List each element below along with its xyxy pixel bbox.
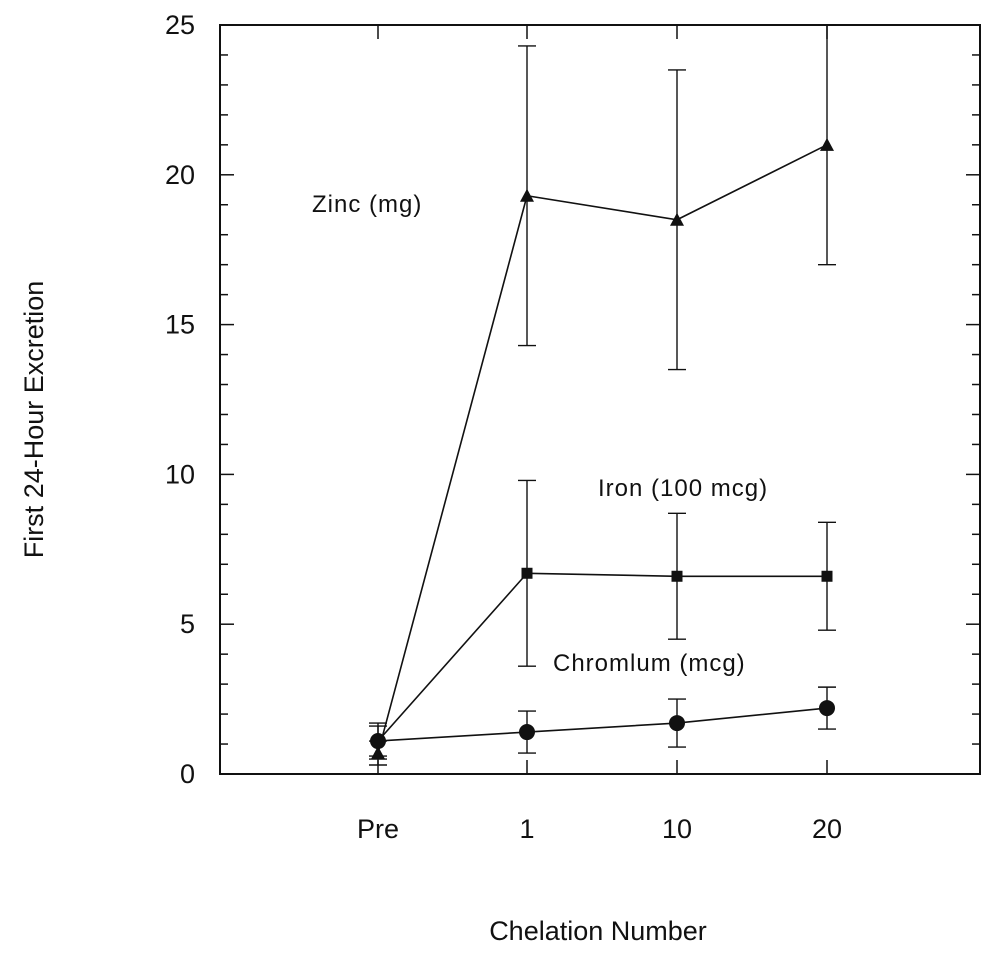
series-line-1 xyxy=(377,572,827,742)
y-tick-label: 20 xyxy=(165,160,195,190)
data-point-triangle xyxy=(670,212,684,226)
x-tick-label: 10 xyxy=(662,814,692,844)
y-tick-label: 15 xyxy=(165,310,195,340)
plot-frame-rect xyxy=(219,24,981,775)
series-label-iron: Iron (100 mcg) xyxy=(598,475,768,502)
y-tick-label: 10 xyxy=(165,459,195,489)
data-point-triangle xyxy=(820,137,834,151)
y-axis-title: First 24-Hour Excretion xyxy=(19,281,49,559)
series-label-chromium: Chromlum (mcg) xyxy=(553,650,746,677)
series-lines xyxy=(377,144,828,754)
text-labels: First 24-Hour Excretion Chelation Number… xyxy=(19,10,842,946)
data-point-square xyxy=(821,570,833,582)
data-point-square xyxy=(671,570,683,582)
data-point-circle xyxy=(370,733,386,750)
axis-ticks xyxy=(220,24,980,775)
data-point-triangle xyxy=(520,188,534,202)
series-label-zinc: Zinc (mg) xyxy=(312,191,422,218)
data-point-circle xyxy=(669,715,685,732)
data-point-triangle xyxy=(371,746,385,760)
data-point-circle xyxy=(819,700,835,717)
x-tick-label: 20 xyxy=(812,814,842,844)
y-tick-label: 25 xyxy=(165,10,195,40)
data-markers xyxy=(370,137,835,760)
series-line-0 xyxy=(377,144,828,754)
x-tick-label: Pre xyxy=(357,814,399,844)
x-tick-label: 1 xyxy=(519,814,534,844)
x-axis-title: Chelation Number xyxy=(489,916,707,946)
y-tick-label: 0 xyxy=(180,759,195,789)
y-tick-label: 5 xyxy=(180,609,195,639)
data-point-square xyxy=(521,567,533,579)
plot-frame xyxy=(219,24,981,775)
data-point-circle xyxy=(519,724,535,741)
series-line-2 xyxy=(377,707,828,742)
